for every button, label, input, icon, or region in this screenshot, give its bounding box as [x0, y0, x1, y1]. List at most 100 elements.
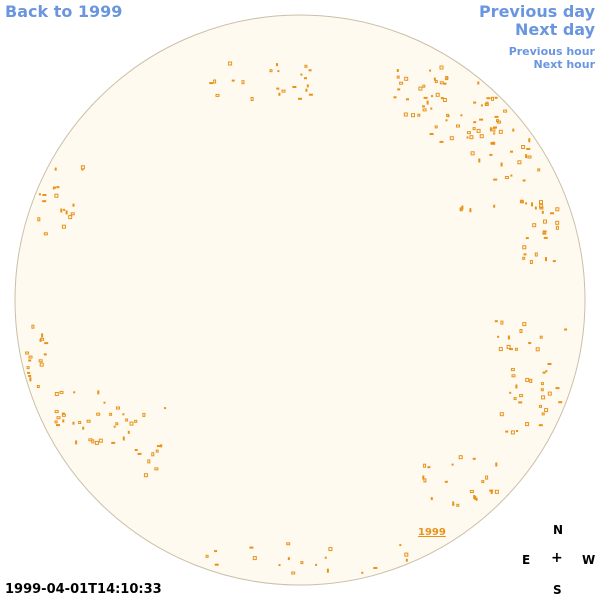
contour-mark: [129, 421, 134, 426]
contour-mark: [439, 140, 444, 143]
contour-mark: [417, 113, 421, 117]
contour-mark: [38, 359, 43, 363]
contour-mark: [527, 155, 532, 159]
contour-mark: [493, 132, 496, 135]
contour-mark: [399, 544, 402, 547]
contour-mark: [59, 390, 64, 394]
contour-mark: [42, 200, 47, 203]
previous-hour-link[interactable]: Previous hour: [508, 45, 595, 58]
contour-mark: [494, 115, 499, 118]
contour-mark: [56, 424, 60, 427]
contour-mark: [286, 542, 291, 546]
timestamp: 1999-04-01T14:10:33: [5, 582, 162, 597]
contour-mark: [56, 186, 60, 189]
contour-mark: [56, 416, 61, 420]
contour-mark: [555, 387, 560, 390]
contour-mark: [513, 397, 517, 401]
contour-mark: [306, 84, 309, 88]
contour-mark: [304, 64, 308, 68]
contour-mark: [434, 125, 438, 129]
compass-south: S: [553, 583, 562, 597]
contour-mark: [31, 324, 35, 329]
contour-mark: [498, 129, 503, 134]
contour-mark: [439, 65, 444, 70]
previous-day-link[interactable]: Previous day: [478, 2, 595, 21]
contour-mark: [96, 412, 101, 416]
contour-mark: [75, 440, 78, 445]
contour-mark: [479, 118, 484, 121]
contour-mark: [545, 370, 548, 373]
contour-mark: [435, 92, 440, 97]
contour-mark: [287, 557, 290, 561]
contour-mark: [539, 206, 544, 210]
contour-mark: [439, 81, 444, 85]
contour-mark: [143, 473, 148, 478]
next-hour-link[interactable]: Next hour: [533, 58, 596, 71]
contour-mark: [422, 105, 425, 108]
contour-mark: [39, 362, 44, 367]
contour-mark: [430, 497, 433, 501]
contour-mark: [404, 552, 409, 557]
contour-mark: [481, 480, 485, 484]
contour-mark: [529, 378, 533, 383]
contour-mark: [523, 253, 527, 256]
contour-mark: [38, 193, 41, 196]
contour-mark: [550, 212, 554, 215]
contour-mark: [493, 178, 498, 181]
contour-mark: [534, 252, 538, 257]
contour-mark: [538, 424, 543, 427]
contour-mark: [522, 179, 526, 182]
contour-mark: [429, 133, 434, 135]
contour-mark: [98, 438, 103, 443]
contour-mark: [472, 457, 476, 460]
contour-mark: [539, 200, 543, 205]
contour-mark: [278, 564, 281, 567]
next-day-link[interactable]: Next day: [515, 20, 595, 39]
contour-mark: [430, 107, 433, 110]
contour-mark: [97, 390, 100, 395]
contour-mark: [519, 394, 524, 398]
contour-mark: [54, 193, 59, 198]
contour-mark: [458, 455, 463, 460]
contour-mark: [304, 77, 307, 80]
contour-mark: [509, 348, 513, 351]
contour-mark: [315, 563, 318, 566]
contour-mark: [539, 204, 544, 209]
contour-mark: [491, 96, 494, 101]
contour-mark: [522, 245, 527, 250]
contour-mark: [542, 232, 547, 235]
contour-mark: [27, 371, 31, 374]
contour-mark: [542, 230, 547, 233]
year-link[interactable]: 1999: [418, 527, 446, 538]
contour-mark: [528, 138, 531, 143]
contour-mark: [137, 452, 142, 455]
contour-mark: [445, 76, 449, 81]
contour-mark: [480, 104, 483, 107]
contour-mark: [445, 119, 448, 122]
contour-mark: [28, 359, 32, 362]
back-to-year-link[interactable]: Back to 1999: [5, 2, 123, 21]
contour-mark: [526, 148, 531, 150]
contour-mark: [555, 225, 559, 230]
contour-mark: [503, 109, 508, 113]
contour-mark: [44, 342, 49, 345]
contour-mark: [326, 568, 329, 573]
contour-mark: [142, 412, 146, 417]
contour-mark: [292, 86, 297, 88]
contour-mark: [41, 333, 44, 338]
contour-mark: [209, 82, 214, 85]
contour-mark: [72, 203, 75, 207]
contour-mark: [62, 419, 65, 423]
contour-mark: [495, 462, 498, 467]
contour-mark: [373, 567, 378, 569]
contour-mark: [116, 406, 120, 410]
contour-mark: [269, 69, 273, 73]
contour-mark: [469, 135, 474, 140]
contour-mark: [539, 404, 542, 408]
contour-mark: [73, 391, 76, 394]
contour-mark: [451, 463, 454, 466]
contour-mark: [442, 98, 447, 102]
contour-mark: [499, 412, 504, 417]
contour-mark: [215, 93, 220, 97]
contour-mark: [82, 426, 85, 430]
